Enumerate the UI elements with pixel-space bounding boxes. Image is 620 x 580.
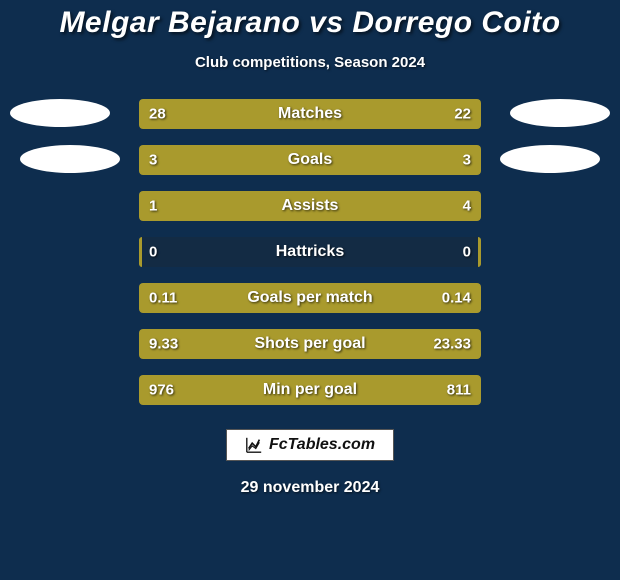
stat-value-left: 0.11 xyxy=(149,290,177,307)
stat-value-right: 0.14 xyxy=(442,290,471,307)
bar-right xyxy=(207,191,481,221)
stat-value-left: 976 xyxy=(149,382,174,399)
stat-label: Goals xyxy=(288,151,332,169)
stat-value-left: 9.33 xyxy=(149,336,178,353)
stat-value-right: 0 xyxy=(463,244,471,261)
stat-label: Goals per match xyxy=(247,289,372,307)
player-left-ellipse-2 xyxy=(20,145,120,173)
stat-value-right: 811 xyxy=(447,382,471,399)
subtitle: Club competitions, Season 2024 xyxy=(195,54,425,71)
comparison-container: Melgar Bejarano vs Dorrego Coito Club co… xyxy=(0,0,620,580)
stat-value-right: 4 xyxy=(463,198,471,215)
stat-value-left: 1 xyxy=(149,198,157,215)
stat-row: 0 0 Hattricks xyxy=(0,237,620,267)
logo-box[interactable]: FcTables.com xyxy=(226,429,394,461)
bar-right xyxy=(310,145,481,175)
stats-area: 28 22 Matches 3 3 Goals 1 4 Assists 0 0 Hattricks 0.… xyxy=(0,99,620,405)
page-title: Melgar Bejarano vs Dorrego Coito xyxy=(59,6,560,40)
bar-left xyxy=(139,145,310,175)
stat-label: Min per goal xyxy=(263,381,357,399)
stat-row: 9.33 23.33 Shots per goal xyxy=(0,329,620,359)
stat-label: Assists xyxy=(282,197,339,215)
player-right-ellipse-2 xyxy=(500,145,600,173)
stat-value-right: 22 xyxy=(454,106,471,123)
player-left-ellipse-1 xyxy=(10,99,110,127)
stat-value-left: 28 xyxy=(149,106,166,123)
bar-left xyxy=(139,237,142,267)
stat-value-left: 3 xyxy=(149,152,157,169)
bar-right xyxy=(478,237,481,267)
logo-text: FcTables.com xyxy=(269,436,375,454)
stat-label: Shots per goal xyxy=(254,335,365,353)
stat-value-right: 23.33 xyxy=(433,336,471,353)
player-right-ellipse-1 xyxy=(510,99,610,127)
stat-value-right: 3 xyxy=(463,152,471,169)
stat-label: Hattricks xyxy=(276,243,344,261)
stat-row: 0.11 0.14 Goals per match xyxy=(0,283,620,313)
stat-row: 1 4 Assists xyxy=(0,191,620,221)
stat-label: Matches xyxy=(278,105,342,123)
stat-row: 976 811 Min per goal xyxy=(0,375,620,405)
chart-icon xyxy=(245,436,263,454)
date-text: 29 november 2024 xyxy=(241,479,380,497)
stat-value-left: 0 xyxy=(149,244,157,261)
